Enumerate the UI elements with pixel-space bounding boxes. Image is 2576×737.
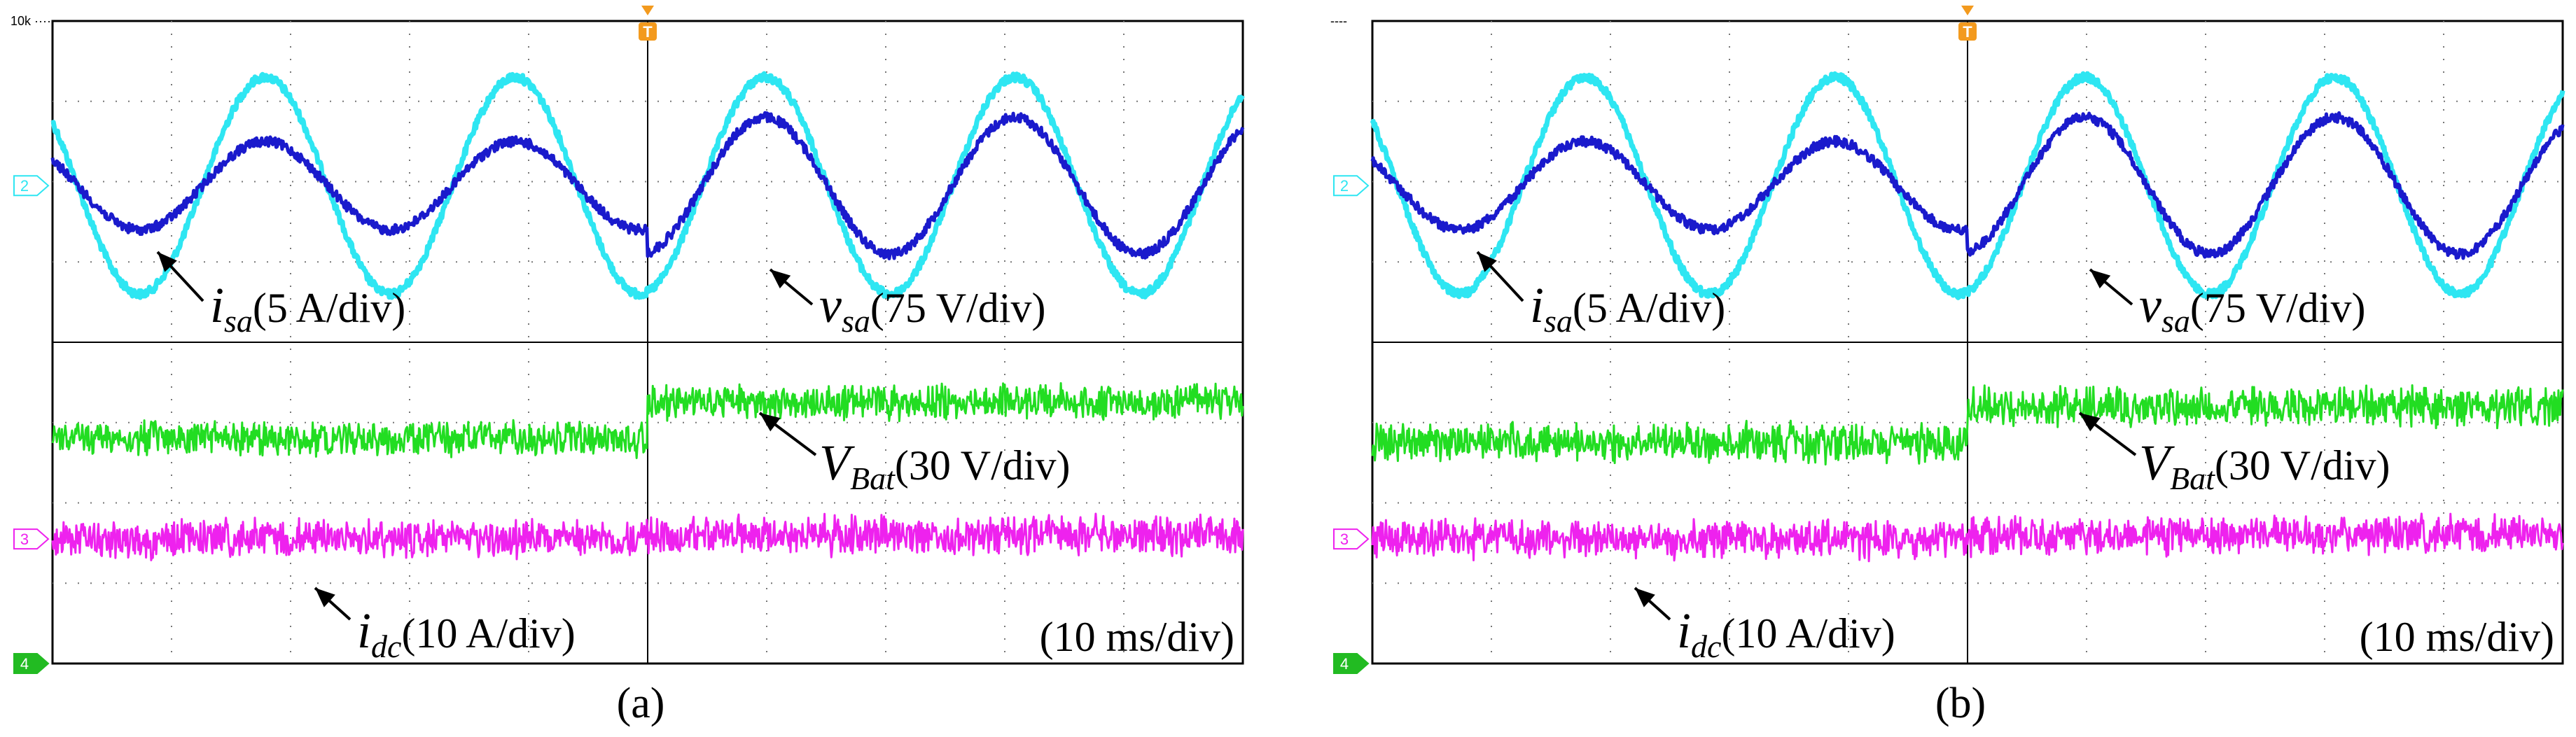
- scope-panel-a: 10k ···· T 2 3 4 vsa(75 V/div) isa(5 A/div) VBa…: [11, 6, 1245, 727]
- svg-text:2: 2: [1340, 177, 1349, 195]
- label-i-dc: idc(10 A/div): [314, 587, 576, 664]
- svg-text:isa(5 A/div): isa(5 A/div): [210, 277, 405, 339]
- trace-v-bat: [51, 382, 1244, 459]
- svg-text:VBat(30 V/div): VBat(30 V/div): [819, 435, 1070, 496]
- label-v-bat: VBat(30 V/div): [2078, 412, 2390, 496]
- svg-text:3: 3: [20, 531, 29, 548]
- trace-v-bat: [1371, 384, 2564, 466]
- scope-grid: [1372, 21, 2563, 664]
- svg-text:isa(5 A/div): isa(5 A/div): [1530, 277, 1725, 339]
- trigger-marker: T: [639, 6, 657, 41]
- trace-i-sa: [50, 111, 1245, 260]
- channel-marker-2: 2: [1333, 175, 1370, 197]
- panel-caption: (b): [1935, 680, 1986, 727]
- svg-text:vsa(75 V/div): vsa(75 V/div): [2139, 277, 2365, 339]
- svg-text:3: 3: [1340, 531, 1349, 548]
- channel-marker-3: 3: [1333, 528, 1370, 550]
- timebase-label: (10 ms/div): [1040, 614, 1234, 660]
- label-v-sa: vsa(75 V/div): [769, 268, 1045, 339]
- svg-text:idc(10 A/div): idc(10 A/div): [1677, 603, 1895, 664]
- channel-marker-3: 3: [13, 528, 50, 550]
- svg-text:vsa(75 V/div): vsa(75 V/div): [819, 277, 1045, 339]
- trace-i-sa: [1370, 111, 2565, 260]
- channel-marker-4: 4: [13, 653, 50, 674]
- svg-text:4: 4: [20, 655, 29, 673]
- trace-i-dc: [1371, 512, 2564, 563]
- timebase-label: (10 ms/div): [2360, 614, 2554, 660]
- trigger-marker: T: [1958, 6, 1977, 41]
- scope-panel-b: ---- T 2 3 4 vsa(75 V/div) isa(5 A/div) VBat(30…: [1330, 6, 2565, 727]
- scope-grid: [53, 21, 1243, 664]
- channel-marker-2: 2: [13, 175, 50, 197]
- svg-text:2: 2: [20, 177, 29, 195]
- label-i-sa: isa(5 A/div): [1476, 251, 1725, 339]
- scope-header-text: 10k ····: [11, 14, 51, 28]
- svg-text:T: T: [1963, 23, 1972, 41]
- trace-i-dc: [51, 512, 1244, 561]
- svg-text:4: 4: [1340, 655, 1349, 673]
- label-v-sa: vsa(75 V/div): [2089, 268, 2365, 339]
- svg-text:idc(10 A/div): idc(10 A/div): [357, 603, 576, 664]
- scope-header-text: ----: [1330, 14, 1347, 28]
- label-v-bat: VBat(30 V/div): [758, 412, 1070, 496]
- trace-v-sa: [50, 71, 1245, 300]
- label-i-dc: idc(10 A/div): [1634, 587, 1895, 664]
- svg-text:T: T: [643, 23, 653, 41]
- label-i-sa: isa(5 A/div): [156, 251, 405, 339]
- channel-marker-4: 4: [1333, 653, 1370, 674]
- svg-text:VBat(30 V/div): VBat(30 V/div): [2139, 435, 2390, 496]
- panel-caption: (a): [617, 680, 665, 727]
- trace-v-sa: [1370, 71, 2565, 300]
